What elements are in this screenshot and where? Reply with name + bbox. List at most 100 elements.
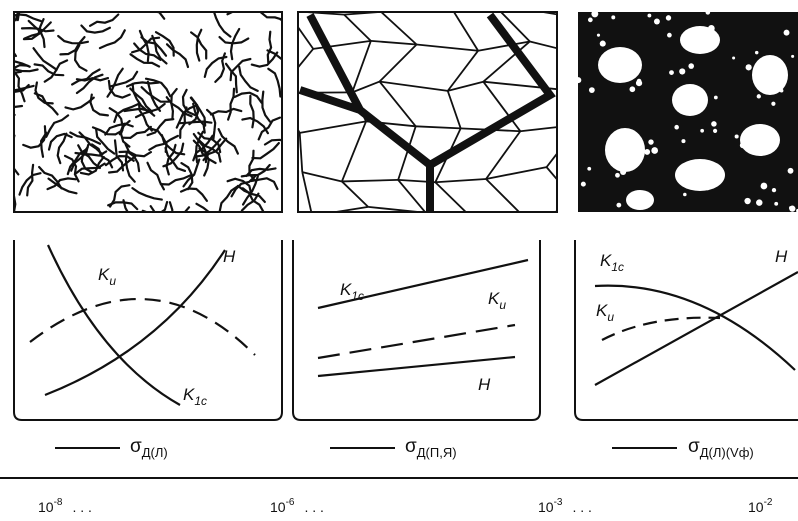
grain-boundary — [435, 182, 475, 221]
particle-small — [611, 15, 615, 19]
fiber — [143, 0, 164, 19]
particle-small — [771, 102, 775, 106]
fiber — [142, 87, 169, 102]
grain-boundary — [475, 217, 524, 221]
grain-boundary — [300, 133, 303, 172]
grain-boundary — [342, 121, 366, 181]
particle-small — [637, 79, 642, 84]
particle-small — [755, 51, 758, 54]
particle-small — [791, 55, 794, 58]
particle — [740, 124, 780, 156]
grain-boundary — [451, 3, 493, 7]
fiber — [124, 200, 137, 229]
particle-small — [616, 203, 621, 208]
particle-small — [684, 181, 690, 187]
subscript: 1c — [351, 289, 364, 303]
fiber — [22, 28, 54, 31]
grain-boundary — [448, 91, 461, 128]
particle-small — [716, 174, 719, 177]
particle-small — [706, 10, 711, 15]
grain-boundary — [381, 12, 417, 45]
fiber — [180, 122, 212, 124]
grain-boundary — [561, 53, 578, 89]
particle-small — [788, 168, 794, 174]
grain-boundary — [342, 180, 398, 182]
grain-boundary — [344, 15, 371, 41]
scale-label: 10-8. . . — [38, 497, 92, 515]
symbol: K — [340, 280, 352, 299]
label: K1c — [340, 280, 364, 303]
curve-dashed — [30, 299, 255, 355]
particle-small — [744, 198, 750, 204]
plot-frames — [14, 240, 798, 420]
grain-boundary — [380, 45, 417, 82]
fiber — [34, 48, 57, 69]
particle-small — [620, 169, 626, 175]
particle-small — [667, 33, 672, 38]
grain-boundary — [435, 179, 486, 182]
particle-small — [761, 183, 768, 190]
exponent: -6 — [286, 497, 295, 508]
symbol: K — [183, 385, 195, 404]
label: H — [775, 247, 788, 266]
curve — [595, 286, 795, 370]
figure: KиHK1cK1cKиHK1cHKиσД(Л)σД(П,Я)σД(Л)(Vф)1… — [0, 0, 798, 521]
grain-boundary — [547, 167, 582, 208]
fiber — [14, 72, 24, 101]
grain-boundary — [352, 41, 371, 92]
particle-small — [713, 129, 717, 133]
label: Kи — [596, 301, 614, 324]
fiber — [132, 188, 161, 200]
curve-dashed — [602, 318, 720, 340]
particle-small — [772, 188, 776, 192]
grain-boundary — [520, 125, 579, 132]
grain-boundary — [371, 41, 417, 45]
particle-small — [597, 34, 600, 37]
symbol: K — [488, 289, 500, 308]
particle — [626, 190, 654, 210]
label: σД(Л)(Vф) — [688, 436, 754, 460]
particle-small — [774, 202, 778, 206]
label: H — [223, 247, 236, 266]
particle-small — [634, 58, 640, 64]
fiber — [100, 30, 125, 48]
label: Kи — [98, 265, 116, 288]
particle-small — [732, 56, 735, 59]
particle-small — [756, 199, 762, 205]
symbol: σ — [405, 436, 417, 457]
particle-small — [615, 173, 620, 178]
particle-small — [674, 125, 679, 130]
fiber — [262, 92, 270, 122]
particle-small — [688, 63, 694, 69]
particle-small — [591, 10, 598, 17]
base: 10 — [748, 499, 764, 515]
grain-boundary — [398, 180, 426, 213]
particle-small — [780, 89, 784, 93]
grain-boundary — [486, 167, 547, 179]
label: σД(Л) — [130, 436, 168, 460]
fiber — [208, 0, 231, 12]
fiber — [81, 26, 110, 33]
fiber — [197, 204, 215, 228]
grain-boundary — [547, 125, 580, 167]
symbol: σ — [130, 436, 142, 457]
fiber — [148, 163, 164, 190]
legend-lines — [0, 448, 798, 478]
grain-boundary — [300, 121, 366, 133]
particle-small — [683, 193, 687, 197]
particle-small — [588, 18, 593, 23]
particle-small — [740, 142, 746, 148]
grain-boundary — [302, 172, 312, 216]
fiber — [90, 15, 118, 26]
particle — [672, 84, 708, 116]
particle-small — [644, 149, 650, 155]
particle-small — [789, 206, 795, 212]
fiber — [252, 53, 277, 67]
grain-boundary — [380, 82, 416, 127]
particle-small — [700, 129, 704, 133]
symbol: K — [596, 301, 608, 320]
microstructure-grains — [277, 3, 581, 220]
fiber — [261, 12, 288, 25]
particle-small — [746, 64, 752, 70]
base: 10 — [270, 499, 286, 515]
